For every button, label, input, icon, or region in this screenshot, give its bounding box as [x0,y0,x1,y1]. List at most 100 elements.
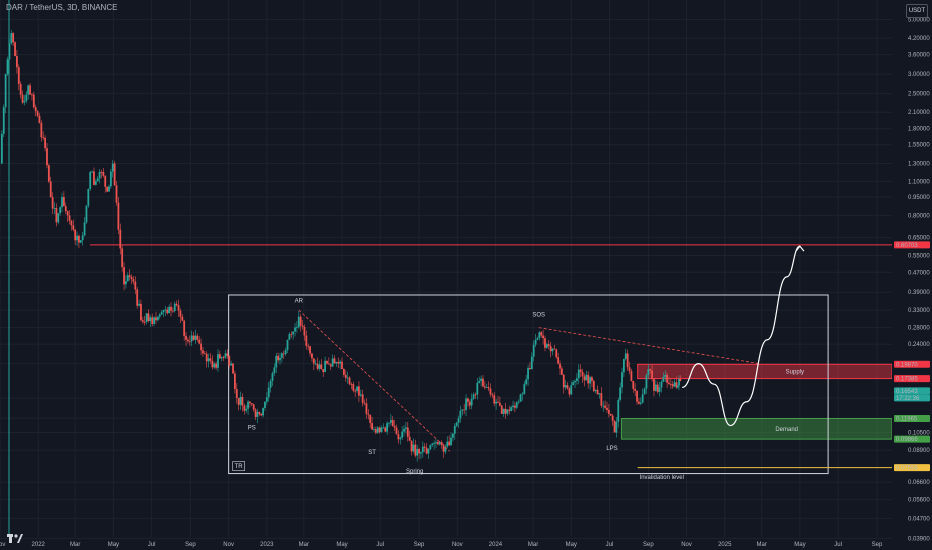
y-tick-label: 0.24000 [908,342,930,348]
x-tick-label: Nov [452,542,463,548]
x-tick-label: Mar [528,542,538,548]
candle-body [198,339,201,344]
candle-body [241,396,244,406]
candle-body [155,317,157,321]
candle-body [525,379,528,385]
candle-body [482,378,484,387]
candle-body [335,361,338,364]
candle-body [149,317,152,321]
candle-body [365,403,368,414]
candle-body [621,372,623,388]
candle-body [467,398,469,402]
candle-body [463,409,466,411]
candle-body [164,309,167,311]
candle-body [532,344,535,357]
tradingview-logo-icon[interactable] [6,531,24,545]
candle-body [290,334,293,335]
candle-body [237,397,240,405]
annotations-layer: PS AR ST Spring SOS LPS Invalidation level [248,298,684,481]
time-axis[interactable]: Nov 2022 Mar May Jul Sep Nov 2023 Mar May Jul Sep No… [0,542,883,548]
candle-body [94,181,97,185]
candle-body [205,353,208,362]
candle-body [254,409,257,417]
candle-body [79,240,82,243]
candle-body [62,197,65,207]
candle-body [534,339,537,345]
candle-body [269,380,272,388]
candle-body [442,444,445,452]
y-tick-label: 0.06600 [908,480,930,486]
candle-body [23,101,26,103]
annotation-st: ST [368,450,376,456]
candle-body [260,413,263,416]
price-tag-axis-tag [894,435,930,443]
candle-body [91,171,93,173]
candle-body [641,394,644,403]
candle-body [609,413,612,416]
candle-body [109,171,112,187]
candle-body [502,408,505,414]
candle-body [126,275,129,282]
currency-selector[interactable]: USDT [906,4,928,18]
candle-body [658,387,661,392]
candle-body [498,402,501,406]
candle-body [179,310,182,317]
candle-body [596,389,599,395]
candle-body [265,397,268,402]
candle-body [235,389,238,398]
projection-path [681,245,801,427]
candle-body [536,338,539,340]
candle-body [538,332,541,339]
candle-body [27,85,30,95]
candle-body [662,377,665,382]
candle-body [102,172,105,176]
candle-body [175,303,178,306]
candle-body [562,374,565,388]
candle-body [329,364,332,367]
candle-body [660,381,663,388]
candle-body [517,401,520,403]
y-tick-label: 0.10500 [908,430,930,436]
invalidation-axis-tag-text: 0.07558 [896,466,918,472]
candle-body [44,137,47,149]
candle-body [673,382,676,387]
candle-body [589,377,591,384]
candle-body [34,107,37,112]
candle-body [500,405,503,414]
candle-body [478,380,481,383]
candle-body [577,369,580,379]
candle-body [506,409,509,414]
candle-body [267,387,270,398]
candle-body [566,385,569,389]
y-tick-label: 0.95000 [908,195,930,201]
candle-body [8,43,11,60]
candle-body [194,335,197,340]
candle-body [32,94,35,108]
candle-body [53,208,56,209]
candle-body [581,371,584,377]
candle-body [600,393,603,406]
candle-body [162,310,165,313]
x-tick-label: Nov [0,542,5,548]
price-tag-axis-tag [894,360,930,368]
candle-body [348,377,351,385]
candle-body [579,369,582,372]
candle-body [247,401,249,409]
price-axis[interactable]: 5.00000 4.20000 3.60000 3.00000 2.50000 2.100… [892,0,932,550]
candle-body [0,133,3,164]
candle-body [286,339,289,351]
x-tick-label: Mar [299,542,309,548]
candle-body [653,378,655,391]
candle-body [49,181,52,198]
demand-zone-label: Demand [775,427,798,433]
candle-body [200,343,202,351]
candle-body [307,345,310,347]
candle-body [369,414,372,424]
candle-body [141,320,144,322]
candle-body [358,386,360,396]
candle-body [215,363,218,368]
candle-body [222,357,225,359]
y-tick-label: 2.10000 [908,110,930,116]
price-axis-bg [892,0,932,550]
